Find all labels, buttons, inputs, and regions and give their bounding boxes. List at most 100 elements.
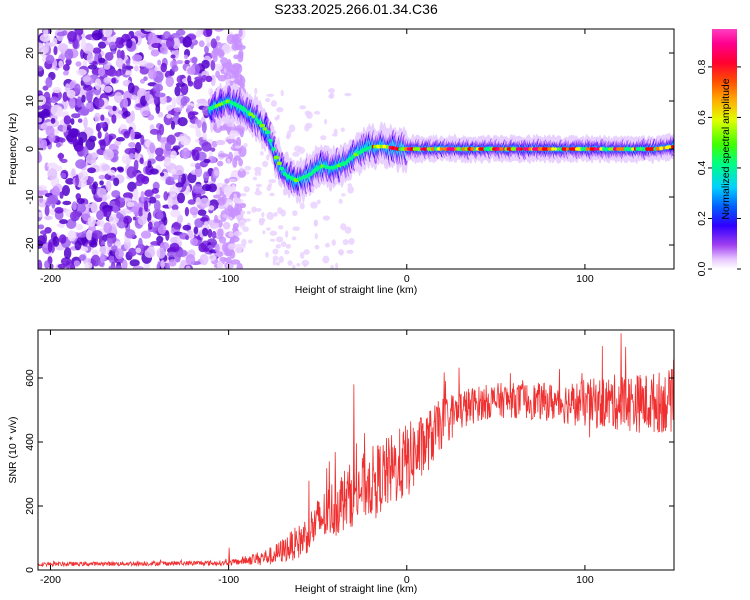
- noise-blob: [167, 110, 177, 116]
- noise-blob: [239, 202, 247, 209]
- noise-blob: [76, 232, 87, 238]
- noise-blob: [225, 70, 232, 77]
- noise-blob: [115, 137, 125, 142]
- y-tick-label: 200: [24, 497, 36, 515]
- noise-blob: [96, 210, 104, 221]
- y-tick-label: -10: [24, 189, 36, 204]
- noise-blob: [128, 142, 136, 148]
- noise-blob: [205, 185, 211, 191]
- noise-blob: [238, 29, 243, 38]
- noise-blob: [80, 38, 87, 51]
- noise-blob: [127, 82, 135, 94]
- noise-blob: [145, 62, 154, 69]
- noise-blob: [222, 221, 231, 230]
- noise-blob: [170, 209, 181, 218]
- noise-blob: [198, 40, 205, 48]
- noise-blob: [90, 201, 99, 214]
- noise-blob: [231, 62, 242, 70]
- noise-blob: [232, 222, 240, 229]
- noise-blob: [275, 243, 281, 249]
- noise-blob: [108, 265, 116, 269]
- noise-blob: [181, 147, 190, 160]
- noise-blob: [160, 62, 167, 73]
- y-tick-label: 0: [24, 567, 36, 573]
- noise-blob: [38, 259, 43, 269]
- noise-blob: [134, 141, 142, 154]
- noise-blob: [287, 260, 293, 266]
- noise-blob: [38, 111, 48, 118]
- noise-blob: [177, 116, 188, 127]
- trace-highlight: [662, 146, 666, 150]
- noise-blob: [199, 253, 209, 266]
- noise-blob: [304, 124, 310, 132]
- noise-blob: [270, 100, 278, 107]
- noise-blob: [286, 130, 292, 138]
- noise-blob: [240, 193, 247, 197]
- noise-blob: [107, 169, 116, 176]
- noise-blob: [64, 48, 74, 60]
- trace-highlight: [594, 147, 597, 151]
- noise-blob: [56, 223, 65, 228]
- noise-blob: [196, 119, 202, 129]
- noise-blob: [341, 193, 346, 197]
- noise-blob: [208, 205, 215, 211]
- noise-blob: [57, 263, 67, 269]
- trace-highlight: [439, 147, 444, 151]
- noise-blob: [177, 249, 188, 257]
- noise-blob: [60, 172, 67, 179]
- noise-blob: [301, 259, 310, 267]
- spectrogram-trace-layer: [207, 79, 674, 205]
- noise-blob: [214, 169, 220, 177]
- noise-blob: [184, 235, 190, 241]
- noise-blob: [165, 76, 174, 88]
- noise-blob: [303, 249, 310, 255]
- noise-blob: [45, 41, 50, 54]
- noise-blob: [170, 54, 176, 59]
- noise-blob: [242, 226, 249, 232]
- noise-blob: [83, 116, 88, 129]
- noise-blob: [86, 52, 94, 64]
- noise-blob: [229, 249, 236, 259]
- noise-blob: [170, 150, 177, 159]
- noise-blob: [245, 218, 251, 222]
- noise-blob: [199, 197, 211, 208]
- noise-blob: [324, 118, 328, 125]
- noise-blob: [221, 194, 227, 205]
- trace-highlight: [271, 147, 276, 151]
- noise-blob: [159, 172, 165, 177]
- noise-blob: [269, 192, 275, 197]
- noise-blob: [58, 152, 63, 162]
- noise-blob: [96, 187, 107, 198]
- noise-blob: [106, 36, 117, 44]
- noise-blob: [124, 148, 136, 155]
- noise-blob: [201, 121, 207, 134]
- noise-blob: [81, 94, 86, 103]
- noise-blob: [180, 96, 188, 107]
- trace-highlight: [256, 120, 263, 125]
- noise-blob: [244, 165, 252, 171]
- noise-blob: [210, 59, 216, 71]
- noise-blob: [159, 241, 170, 250]
- noise-blob: [175, 82, 186, 87]
- noise-blob: [215, 70, 221, 79]
- noise-blob: [99, 253, 105, 264]
- noise-blob: [200, 217, 209, 222]
- noise-blob: [330, 264, 334, 269]
- noise-blob: [92, 181, 98, 190]
- noise-blob: [123, 97, 129, 109]
- noise-blob: [342, 239, 349, 246]
- noise-blob: [316, 199, 321, 205]
- noise-blob: [214, 243, 220, 254]
- noise-blob: [322, 215, 331, 221]
- noise-blob: [174, 111, 179, 118]
- noise-blob: [105, 180, 112, 192]
- trace-highlight: [659, 146, 664, 151]
- noise-blob: [78, 171, 89, 183]
- noise-blob: [132, 265, 144, 269]
- noise-blob: [76, 202, 87, 213]
- noise-blob: [56, 106, 64, 117]
- noise-blob: [155, 85, 161, 97]
- noise-blob: [159, 95, 167, 105]
- trace-highlight: [279, 166, 285, 171]
